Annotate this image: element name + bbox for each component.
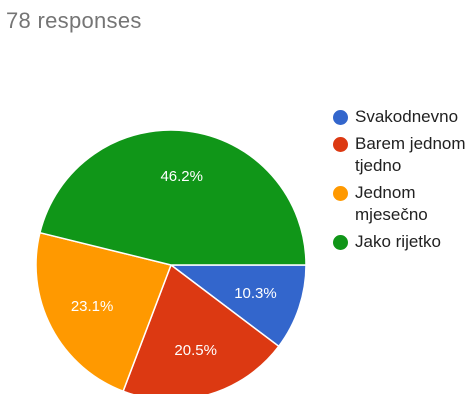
legend-label: Jako rijetko (355, 232, 441, 251)
pie-slice-value-label: 23.1% (71, 298, 114, 315)
pie-slice-value-label: 46.2% (160, 168, 203, 185)
pie-slice-svakodnevno[interactable] (168, 264, 307, 348)
pie-slice-jednom-mjese-no[interactable] (35, 231, 173, 393)
chart-legend: Svakodnevno Barem jednom tjedno Jednom m… (333, 106, 473, 258)
legend-item-svakodnevno[interactable]: Svakodnevno (333, 106, 473, 128)
pie-slice-barem-jednom-tjedno[interactable] (122, 263, 280, 394)
responses-count: 78 responses (6, 8, 142, 33)
legend-swatch (333, 235, 348, 250)
pie-slice-value-label: 10.3% (234, 285, 277, 302)
legend-label: Svakodnevno (355, 107, 459, 126)
legend-item-barem-jednom-tjedno[interactable]: Barem jednom tjedno (333, 133, 473, 177)
pie-slice-value-label: 20.5% (174, 342, 217, 359)
pie-slice-jako-rijetko[interactable] (39, 129, 307, 266)
legend-swatch (333, 137, 348, 152)
pie-slices (35, 129, 307, 394)
pie-slice-labels: 10.3% 20.5% 23.1% 46.2% (71, 168, 277, 359)
legend-label: Jednom mjesečno (355, 183, 428, 224)
legend-swatch (333, 186, 348, 201)
legend-item-jako-rijetko[interactable]: Jako rijetko (333, 231, 473, 253)
legend-swatch (333, 110, 348, 125)
legend-label: Barem jednom tjedno (355, 134, 466, 175)
legend-item-jednom-mjesecno[interactable]: Jednom mjesečno (333, 182, 473, 226)
